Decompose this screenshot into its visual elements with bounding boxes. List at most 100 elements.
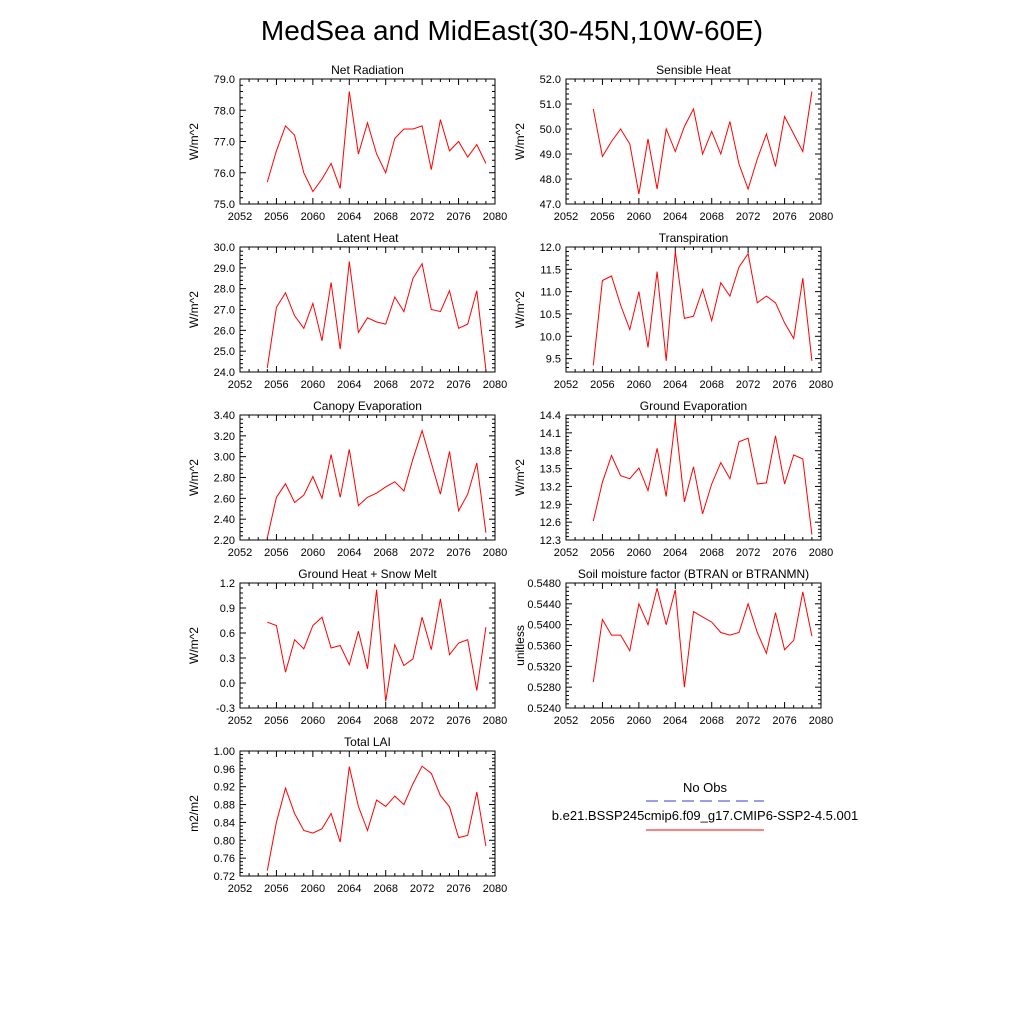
y-tick-label: 48.0 [540, 174, 561, 186]
y-tick-label: 1.00 [214, 746, 235, 758]
y-tick-label: 11.0 [540, 287, 561, 299]
y-tick-label: 0.5440 [527, 599, 561, 611]
x-tick-label: 2064 [663, 211, 687, 223]
x-tick-label: 2064 [337, 379, 361, 391]
x-tick-label: 2064 [663, 379, 687, 391]
x-tick-label: 2076 [772, 379, 796, 391]
x-tick-label: 2056 [264, 547, 288, 559]
y-tick-label: 79.0 [214, 74, 235, 86]
y-tick-label: 51.0 [540, 99, 561, 111]
y-axis-label: W/m^2 [513, 459, 527, 496]
x-tick-label: 2056 [264, 379, 288, 391]
x-tick-label: 2068 [699, 715, 723, 727]
x-tick-label: 2080 [483, 715, 507, 727]
x-tick-label: 2068 [373, 547, 397, 559]
x-tick-label: 2060 [627, 715, 651, 727]
panel-title: Ground Evaporation [640, 399, 747, 413]
x-tick-label: 2080 [809, 715, 833, 727]
y-tick-label: 0.9 [220, 603, 235, 615]
chart-panel-ground-heat-snow-melt: Ground Heat + Snow Melt W/m^2 2052 2056 2060… [187, 567, 507, 727]
y-axis-label: W/m^2 [187, 291, 201, 328]
x-tick-label: 2068 [699, 211, 723, 223]
x-tick-label: 2056 [264, 211, 288, 223]
x-tick-label: 2072 [736, 211, 760, 223]
y-tick-label: 29.0 [214, 263, 235, 275]
chart-panel-canopy-evaporation: Canopy Evaporation W/m^2 2052 2056 2060 2064 2… [187, 399, 507, 559]
x-tick-label: 2060 [627, 379, 651, 391]
chart-panel-latent-heat: Latent Heat W/m^2 2052 2056 2060 2064 2068 2072… [187, 231, 507, 391]
x-tick-label: 2076 [446, 715, 470, 727]
x-tick-label: 2064 [663, 547, 687, 559]
x-tick-label: 2060 [627, 211, 651, 223]
y-tick-label: 2.60 [214, 493, 235, 505]
y-tick-label: 12.3 [540, 535, 561, 547]
x-tick-label: 2056 [590, 547, 614, 559]
x-tick-label: 2052 [228, 715, 252, 727]
y-tick-label: 12.9 [540, 499, 561, 511]
y-tick-label: 76.0 [214, 168, 235, 180]
y-tick-label: 50.0 [540, 124, 561, 136]
x-tick-label: 2076 [446, 883, 470, 895]
y-axis-label: W/m^2 [513, 291, 527, 328]
y-tick-label: 24.0 [214, 367, 235, 379]
y-tick-label: 0.76 [214, 853, 235, 865]
y-tick-label: 1.2 [220, 578, 235, 590]
x-tick-label: 2056 [590, 379, 614, 391]
panel-title: Net Radiation [331, 63, 404, 77]
x-tick-label: 2080 [483, 211, 507, 223]
y-axis-label: W/m^2 [187, 459, 201, 496]
x-tick-label: 2080 [483, 379, 507, 391]
figure-title: MedSea and MidEast(30-45N,10W-60E) [261, 15, 763, 46]
chart-panel-ground-evaporation: Ground Evaporation W/m^2 2052 2056 2060 2064 2… [513, 399, 833, 559]
series-line [592, 588, 813, 688]
y-tick-label: 0.5320 [527, 661, 561, 673]
x-tick-label: 2072 [736, 715, 760, 727]
x-tick-label: 2052 [554, 715, 578, 727]
x-tick-label: 2080 [483, 883, 507, 895]
y-tick-label: 13.2 [540, 481, 561, 493]
y-tick-label: 0.6 [220, 628, 235, 640]
panel-title: Sensible Heat [656, 63, 731, 77]
y-tick-label: 0.5400 [527, 620, 561, 632]
x-tick-label: 2068 [373, 715, 397, 727]
x-tick-label: 2076 [446, 379, 470, 391]
y-tick-label: 27.0 [214, 305, 235, 317]
chart-panel-sensible-heat: Sensible Heat W/m^2 2052 2056 2060 2064 2068 20… [513, 63, 833, 223]
y-tick-label: -0.3 [216, 703, 235, 715]
y-tick-label: 0.92 [214, 782, 235, 794]
x-tick-label: 2072 [736, 547, 760, 559]
plot-frame [239, 246, 496, 373]
x-tick-label: 2060 [301, 715, 325, 727]
y-tick-label: 2.40 [214, 514, 235, 526]
x-tick-label: 2072 [410, 211, 434, 223]
y-tick-label: 13.8 [540, 446, 561, 458]
x-tick-label: 2072 [410, 715, 434, 727]
y-tick-label: 12.6 [540, 517, 561, 529]
x-tick-label: 2076 [446, 211, 470, 223]
x-tick-label: 2068 [373, 379, 397, 391]
chart-panel-net-radiation: Net Radiation W/m^2 2052 2056 2060 2064 2068 20… [187, 63, 507, 223]
y-tick-label: 49.0 [540, 149, 561, 161]
x-tick-label: 2056 [264, 883, 288, 895]
y-tick-label: 0.96 [214, 764, 235, 776]
panel-title: Total LAI [344, 735, 391, 749]
series-line [266, 428, 487, 539]
x-tick-label: 2060 [301, 547, 325, 559]
y-tick-label: 0.84 [214, 817, 235, 829]
y-tick-label: 10.5 [540, 309, 561, 321]
y-axis-label: unitless [513, 625, 527, 666]
y-tick-label: 2.20 [214, 535, 235, 547]
y-tick-label: 0.0 [220, 678, 235, 690]
x-tick-label: 2052 [228, 547, 252, 559]
y-tick-label: 3.40 [214, 410, 235, 422]
x-tick-label: 2076 [772, 211, 796, 223]
panel-title: Latent Heat [336, 231, 399, 245]
x-tick-label: 2072 [410, 547, 434, 559]
y-tick-label: 3.20 [214, 431, 235, 443]
y-tick-label: 14.1 [540, 428, 561, 440]
x-tick-label: 2068 [373, 211, 397, 223]
x-tick-label: 2056 [590, 211, 614, 223]
y-tick-label: 52.0 [540, 74, 561, 86]
y-axis-label: m2/m2 [187, 795, 201, 832]
